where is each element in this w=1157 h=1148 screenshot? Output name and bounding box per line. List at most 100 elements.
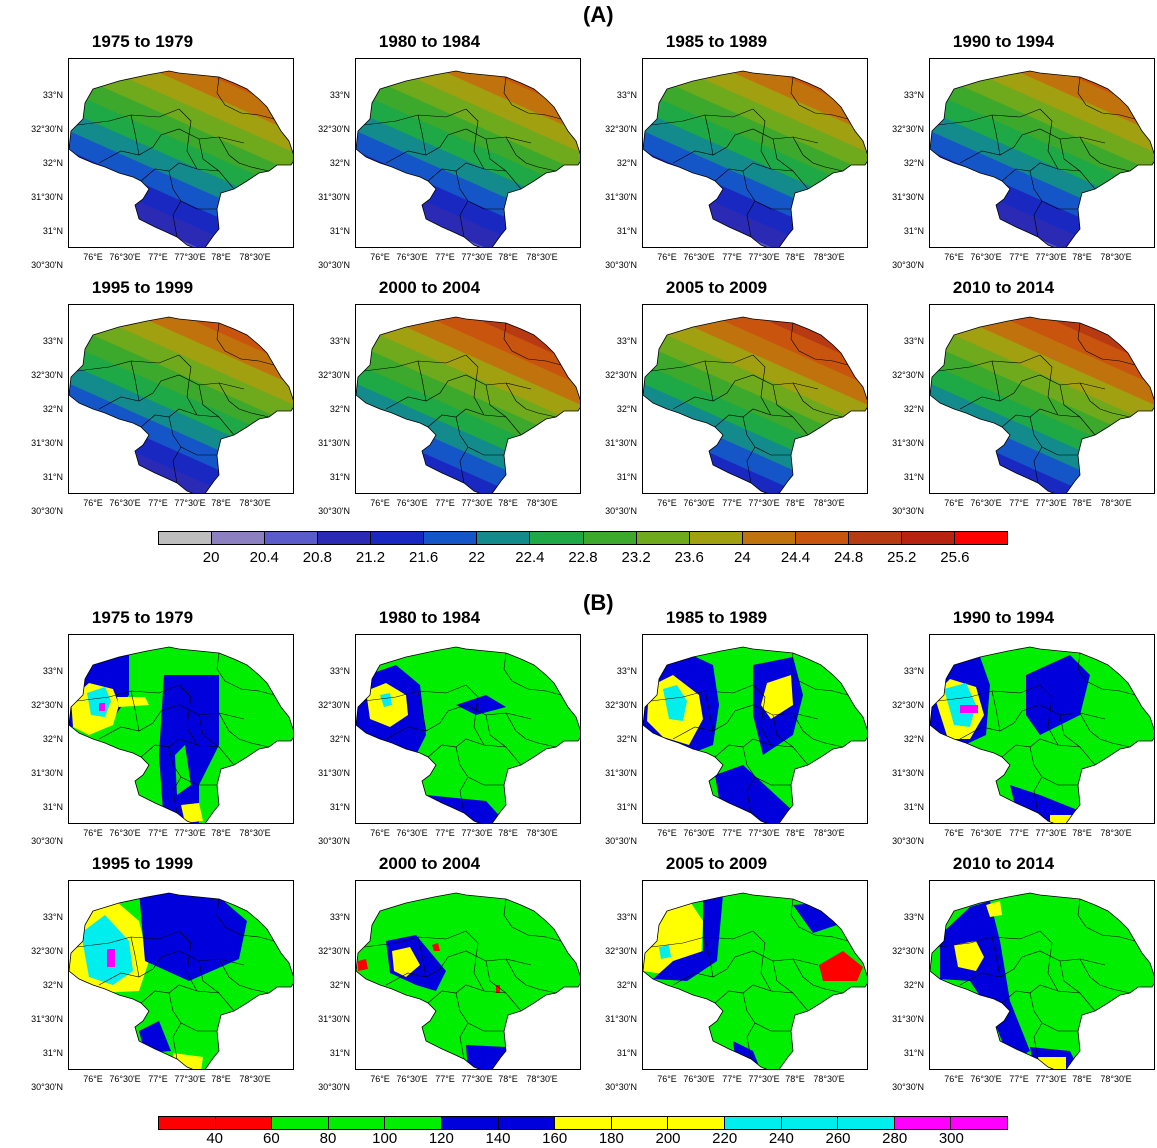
lon-tick-label: 77°30'E (748, 498, 780, 508)
district-boundary (130, 360, 140, 402)
district-boundary (1077, 322, 1136, 366)
map-frame (929, 58, 1155, 248)
colorbar-label: 24.8 (834, 549, 864, 566)
district-boundary (772, 960, 794, 994)
lon-tick-label: 76°E (657, 1074, 677, 1084)
colorbar-label: 80 (319, 1130, 337, 1147)
contour-band (930, 71, 1154, 188)
lon-tick-label: 78°E (211, 1074, 231, 1084)
lat-tick-label: 33°N (42, 336, 63, 346)
district-boundary (1033, 200, 1043, 238)
district-boundary (752, 930, 772, 992)
district-boundary (178, 108, 198, 170)
lon-tick-label: 77°30'E (748, 252, 780, 262)
contour-band (930, 71, 1154, 205)
contour-band (930, 382, 1154, 493)
district-boundary (790, 652, 849, 696)
value-region (940, 901, 1030, 1061)
lon-tick-label: 77°30'E (1035, 1074, 1067, 1084)
colorbar-swatch (498, 1117, 556, 1129)
district-boundary (792, 382, 844, 418)
lat-tick-label: 31°30'N (31, 768, 63, 778)
map-panel-a: 1990 to 1994 33°N 32°30'N 32°N 31°30'N 31°N 30… (861, 32, 1155, 282)
value-region (432, 943, 440, 951)
state-boundary (930, 316, 1154, 493)
value-region (1050, 815, 1080, 823)
lat-tick-label: 32°30'N (605, 946, 637, 956)
district-boundary (959, 374, 1106, 410)
contour-band (69, 71, 293, 205)
lat-tick-label: 32°N (42, 404, 63, 414)
lon-tick-label: 78°30'E (526, 828, 558, 838)
lon-tick-label: 78°E (1072, 498, 1092, 508)
district-boundary (385, 950, 532, 986)
region-map (930, 316, 1154, 493)
contour-band (643, 71, 867, 238)
district-boundary (704, 114, 714, 156)
district-boundary (216, 652, 275, 696)
colorbar-label: 20.4 (249, 549, 279, 566)
lat-tick-label: 30°30'N (318, 1082, 350, 1092)
contour-band (930, 317, 1154, 473)
state-boundary (69, 646, 293, 823)
district-boundary (1059, 384, 1081, 418)
panel-title: 1990 to 1994 (952, 608, 1055, 627)
panel-title: 1980 to 1984 (378, 32, 481, 51)
lat-tick-label: 30°30'N (31, 260, 63, 270)
district-boundary (505, 136, 557, 172)
colorbar-label: 21.6 (409, 549, 439, 566)
colorbar-swatch (555, 1117, 612, 1129)
district-boundary (1033, 446, 1043, 484)
lon-tick-label: 78°E (785, 498, 805, 508)
colorbar-label: 100 (372, 1130, 398, 1147)
map-frame (355, 304, 581, 494)
lat-tick-label: 32°N (329, 980, 350, 990)
district-boundary (505, 712, 557, 748)
lat-tick-label: 33°N (42, 666, 63, 676)
district-boundary (672, 128, 819, 164)
lon-tick-label: 76°30'E (396, 498, 428, 508)
district-boundary (130, 936, 140, 978)
colorbar-label: 24.4 (780, 549, 811, 566)
district-boundary (792, 958, 844, 994)
lat-tick-label: 32°N (903, 980, 924, 990)
district-boundary (417, 690, 427, 732)
map-panel-a: 1995 to 1999 33°N 32°30'N 32°N 31°30'N 31°N 30… (0, 278, 294, 528)
district-boundary (505, 382, 557, 418)
panel-title: 1995 to 1999 (91, 278, 194, 297)
lon-tick-label: 76°30'E (109, 252, 141, 262)
panel-title: 2010 to 2014 (952, 854, 1055, 873)
lon-tick-label: 78°30'E (239, 252, 271, 262)
lon-tick-label: 76°30'E (109, 1074, 141, 1084)
district-boundary (1039, 108, 1059, 170)
colorbar-swatch (611, 1117, 669, 1129)
lon-tick-label: 78°E (211, 828, 231, 838)
district-boundary (417, 936, 427, 978)
value-region (663, 685, 687, 721)
panel-title: 1990 to 1994 (952, 32, 1055, 51)
lat-tick-label: 30°30'N (892, 836, 924, 846)
panel-title: 2010 to 2014 (952, 278, 1055, 297)
value-region (761, 675, 793, 719)
lat-tick-label: 32°30'N (892, 124, 924, 134)
lat-tick-label: 30°30'N (318, 836, 350, 846)
colorbar-swatch (318, 532, 372, 544)
contour-band (930, 317, 1154, 456)
lon-tick-label: 77°E (148, 828, 168, 838)
lat-tick-label: 33°N (329, 336, 350, 346)
district-boundary (385, 128, 532, 164)
lat-tick-label: 30°30'N (892, 1082, 924, 1092)
lat-tick-label: 33°N (616, 912, 637, 922)
colorbar-swatch (795, 532, 849, 544)
map-panel-b: 1995 to 1999 33°N 32°30'N 32°N 31°30'N 31°N 30… (0, 854, 294, 1104)
lon-tick-label: 76°E (944, 1074, 964, 1084)
lon-tick-label: 78°E (498, 828, 518, 838)
colorbar-label: 22.4 (515, 549, 545, 566)
region-map (643, 316, 867, 493)
lat-tick-label: 31°N (903, 472, 924, 482)
lat-tick-label: 32°30'N (605, 700, 637, 710)
map-frame (355, 634, 581, 824)
lat-tick-label: 33°N (903, 90, 924, 100)
lat-tick-label: 32°N (42, 734, 63, 744)
lat-tick-label: 32°N (903, 158, 924, 168)
